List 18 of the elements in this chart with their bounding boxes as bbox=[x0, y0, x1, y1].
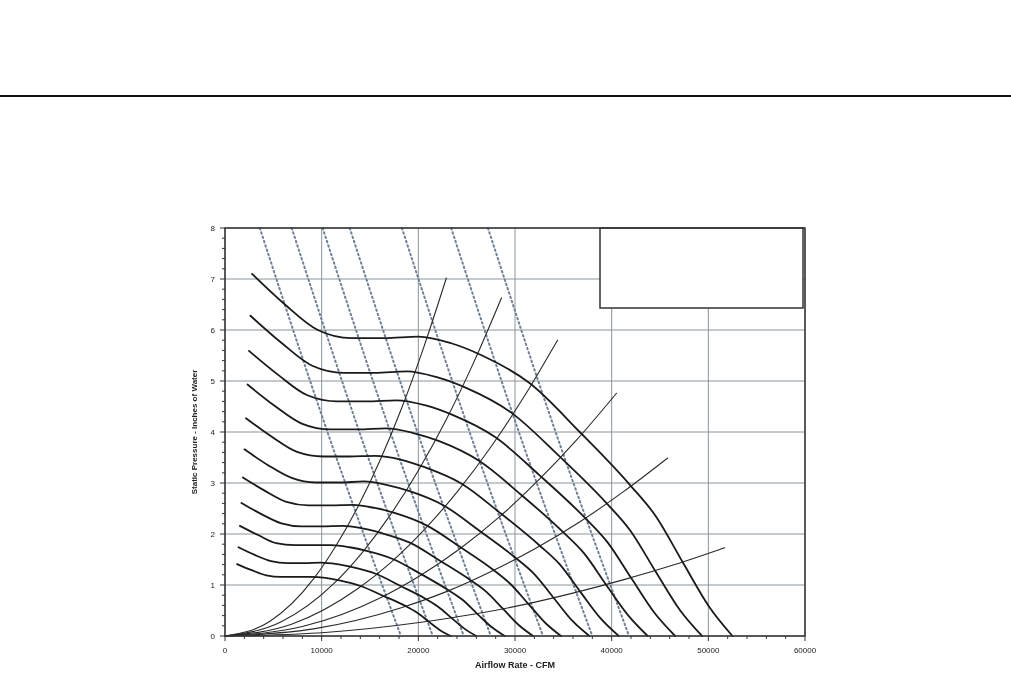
x-axis-title: Airflow Rate - CFM bbox=[475, 660, 555, 670]
x-tick-label: 60000 bbox=[793, 646, 817, 655]
x-tick-label: 40000 bbox=[600, 646, 624, 655]
y-tick-label: 4 bbox=[210, 427, 216, 437]
y-tick-label: 7 bbox=[210, 274, 216, 284]
y-tick-label: 3 bbox=[210, 478, 216, 488]
y-tick-label: 2 bbox=[210, 529, 216, 539]
x-tick-label: 50000 bbox=[697, 646, 721, 655]
y-tick-label: 6 bbox=[210, 325, 216, 335]
x-tick-label: 20000 bbox=[407, 646, 431, 655]
y-tick-label: 1 bbox=[210, 580, 216, 590]
x-tick-label: 0 bbox=[222, 646, 228, 655]
x-tick-label: 10000 bbox=[310, 646, 334, 655]
y-tick-label: 8 bbox=[210, 223, 216, 233]
y-tick-label: 5 bbox=[210, 376, 216, 386]
x-tick-label: 30000 bbox=[503, 646, 527, 655]
y-axis-title: Static Pressure - Inches of Water bbox=[190, 369, 199, 495]
y-tick-label: 0 bbox=[210, 631, 216, 641]
